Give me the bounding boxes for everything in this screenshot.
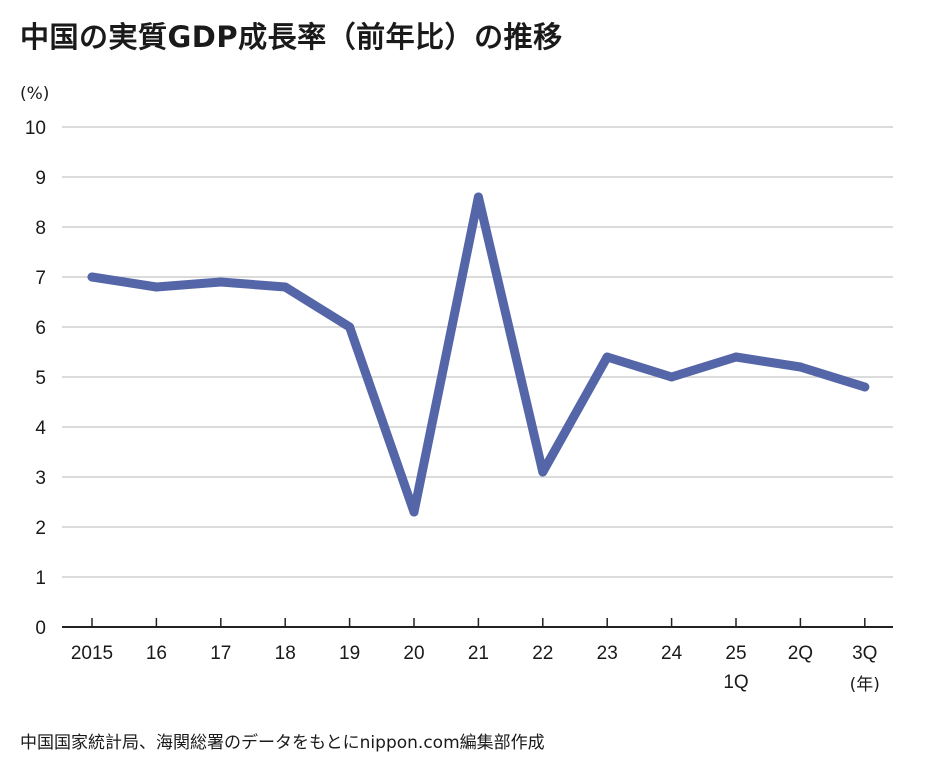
y-tick-label: 7	[35, 268, 46, 289]
y-tick-label: 4	[35, 418, 46, 439]
data-point	[87, 272, 97, 282]
x-tick-sublabel: 1Q	[723, 672, 748, 693]
x-tick-label: 18	[275, 643, 296, 664]
y-tick-label: 6	[35, 318, 46, 339]
y-tick-label: 0	[35, 618, 46, 639]
y-tick-label: 10	[25, 118, 46, 139]
x-tick-label: 25	[725, 643, 746, 664]
x-tick-label: 23	[597, 643, 618, 664]
data-point	[602, 352, 612, 362]
y-tick-label: 2	[35, 518, 46, 539]
data-point	[216, 277, 226, 287]
data-point	[473, 192, 483, 202]
data-point	[409, 507, 419, 517]
data-point	[151, 282, 161, 292]
y-tick-label: 9	[35, 168, 46, 189]
x-tick-label: 3Q	[852, 643, 877, 664]
x-tick-label: 2Q	[788, 643, 813, 664]
data-point	[860, 382, 870, 392]
x-unit-label: (年)	[850, 675, 880, 695]
x-tick-label: 24	[661, 643, 683, 664]
x-tick-label: 19	[339, 643, 360, 664]
data-point	[345, 322, 355, 332]
data-point	[667, 372, 677, 382]
y-tick-label: 1	[35, 568, 46, 589]
series-line	[87, 192, 870, 517]
data-point	[538, 467, 548, 477]
x-tick-label: 21	[468, 643, 489, 664]
series-layer	[87, 192, 870, 517]
data-point	[795, 362, 805, 372]
y-tick-label: 3	[35, 468, 46, 489]
x-tick-label: 20	[403, 643, 424, 664]
axis-layer	[62, 618, 893, 628]
x-tick-label: 2015	[71, 643, 113, 664]
x-tick-label: 17	[210, 643, 231, 664]
x-tick-label: 22	[532, 643, 553, 664]
y-tick-label: 8	[35, 218, 46, 239]
grid-layer	[62, 126, 893, 578]
data-point	[280, 282, 290, 292]
y-unit-label: (%)	[20, 84, 49, 104]
source-note: 中国国家統計局、海関総署のデータをもとにnippon.com編集部作成	[20, 733, 545, 753]
y-tick-label: 5	[35, 368, 46, 389]
x-tick-label: 16	[146, 643, 167, 664]
data-point	[731, 352, 741, 362]
chart-title: 中国の実質GDP成長率（前年比）の推移	[20, 20, 563, 54]
